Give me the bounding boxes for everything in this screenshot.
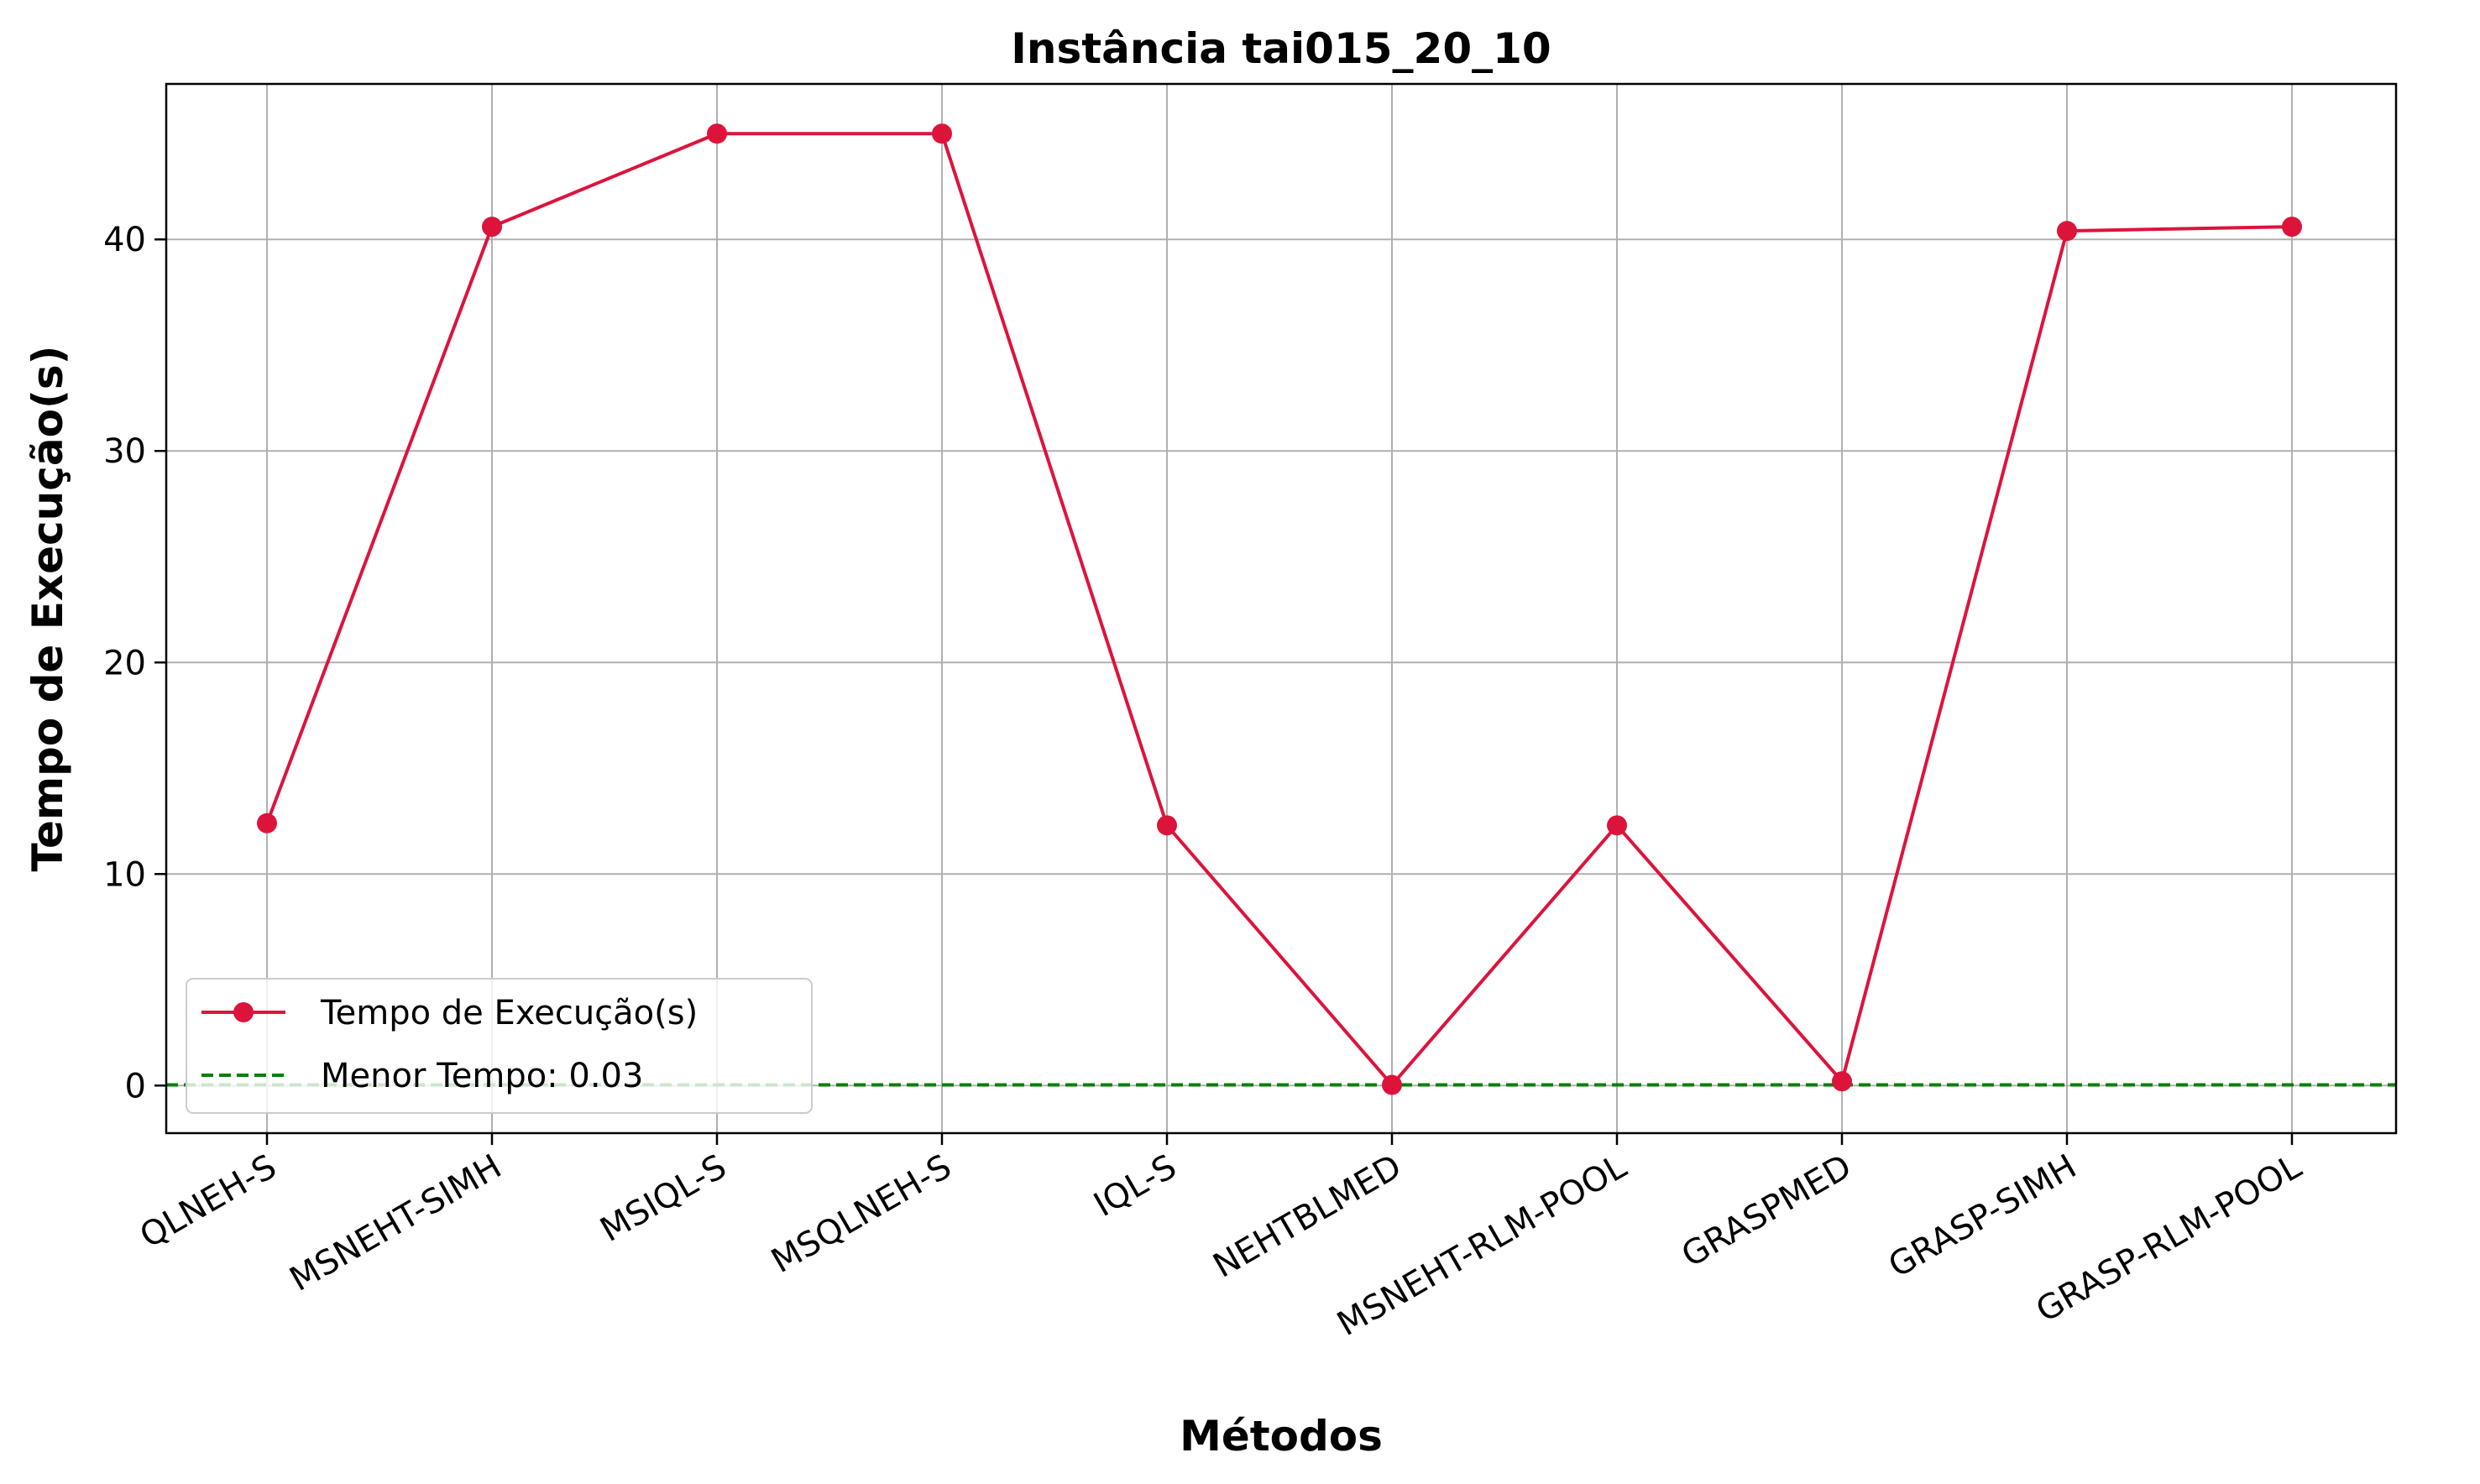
legend-reference-label: Menor Tempo: 0.03 (321, 1057, 643, 1095)
series-line (265, 132, 2293, 1087)
legend-series-label: Tempo de Execução(s) (320, 994, 698, 1032)
series-layer (257, 123, 2302, 1095)
data-point (1607, 815, 1627, 836)
data-point (2057, 221, 2077, 242)
plot-frame (165, 82, 2398, 1135)
data-point (932, 123, 952, 144)
data-point (1832, 1071, 1852, 1092)
data-point (1157, 815, 1177, 836)
x-axis-label: Métodos (1180, 1412, 1383, 1460)
data-point (257, 813, 277, 833)
y-axis-label: Tempo de Execução(s) (24, 346, 72, 872)
y-tick-label: 0 (125, 1067, 146, 1105)
legend: Tempo de Execução(s) Menor Tempo: 0.03 (186, 978, 813, 1114)
y-tick-label: 20 (103, 644, 146, 682)
legend-box (186, 978, 813, 1114)
data-point (2282, 217, 2302, 238)
y-tick-label: 30 (103, 432, 146, 471)
legend-series-marker (233, 1002, 254, 1022)
data-point (1382, 1074, 1402, 1095)
y-tick-label: 40 (103, 221, 146, 259)
y-tick-label: 10 (103, 855, 146, 894)
chart-title: Instância tai015_20_10 (1011, 24, 1551, 73)
data-point (482, 217, 502, 238)
data-point (707, 123, 727, 144)
